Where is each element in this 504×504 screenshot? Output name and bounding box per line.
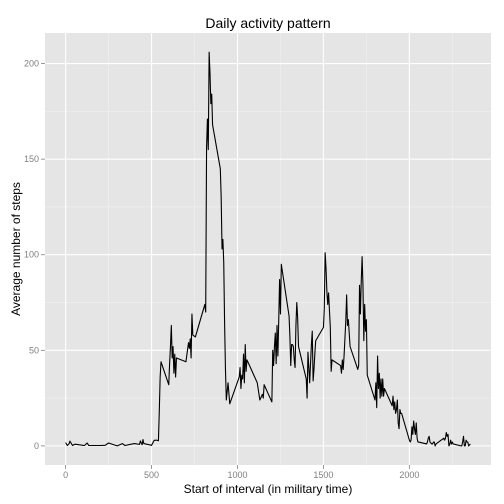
chart-title: Daily activity pattern bbox=[205, 15, 330, 31]
y-tick-label: 0 bbox=[34, 441, 39, 451]
x-axis-ticks: 0 500 1000 1500 2000 bbox=[63, 465, 419, 480]
plot-background bbox=[45, 33, 491, 465]
y-axis-title: Average number of steps bbox=[9, 182, 23, 316]
x-tick-label: 500 bbox=[144, 470, 159, 480]
y-tick-label: 150 bbox=[24, 154, 39, 164]
x-axis-title: Start of interval (in military time) bbox=[184, 482, 353, 496]
x-tick-label: 1500 bbox=[313, 470, 333, 480]
x-tick-label: 0 bbox=[63, 470, 68, 480]
y-tick-label: 200 bbox=[24, 59, 39, 69]
series-line bbox=[65, 51, 471, 447]
major-gridlines bbox=[45, 33, 491, 465]
x-tick-label: 2000 bbox=[399, 470, 419, 480]
x-tick-label: 1000 bbox=[227, 470, 247, 480]
minor-gridlines bbox=[45, 33, 491, 465]
y-axis-ticks: 0 50 100 150 200 bbox=[24, 59, 45, 451]
y-tick-label: 50 bbox=[29, 345, 39, 355]
y-tick-label: 100 bbox=[24, 250, 39, 260]
